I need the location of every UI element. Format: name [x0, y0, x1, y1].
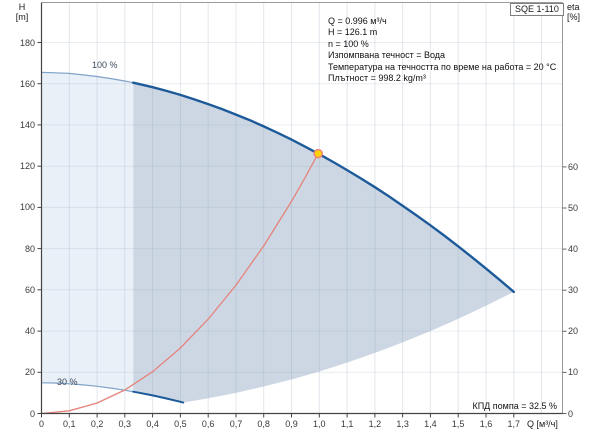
left-axis-tick-label: 0	[29, 408, 35, 419]
duty-info-flow: Q = 0.996 м³/ч	[328, 16, 387, 26]
x-tick-label: 0,3	[118, 419, 132, 429]
x-tick-label: 1,6	[479, 419, 493, 429]
duty-info-head: H = 126.1 m	[328, 27, 378, 38]
left-axis-tick-label: 100	[19, 202, 35, 213]
curve-label-100-percent: 100 %	[92, 60, 118, 70]
pump-curve-30-main-segment	[132, 390, 185, 404]
x-tick-label: 0,8	[257, 419, 270, 429]
left-axis-tick-label: 80	[24, 243, 35, 254]
x-tick-label: 0,4	[146, 419, 159, 429]
x-tick-label: 1,5	[451, 419, 465, 429]
duty-envelope-dark-region	[133, 82, 514, 403]
pump-curve-100-thin-segment	[41, 71, 134, 84]
right-axis-tick-label: 20	[568, 326, 579, 337]
x-tick-label: 0,9	[285, 419, 298, 429]
x-tick-label: 1,0	[313, 419, 326, 429]
x-tick-label: 1,2	[368, 419, 382, 429]
left-axis-tick-label: 40	[24, 326, 35, 337]
x-tick-label: 0,7	[229, 419, 243, 429]
left-axis-tick-label: 140	[19, 119, 35, 130]
x-axis-title: Q [м³/ч]	[527, 419, 558, 429]
system-curve	[41, 153, 319, 415]
curve-label-30-percent: 30 %	[57, 377, 78, 387]
duty-info-speed: n = 100 %	[328, 38, 369, 49]
left-axis-title-symbol: H	[18, 2, 26, 12]
left-axis-tick-label: 120	[19, 161, 35, 172]
pump-efficiency-label: КПД помпа = 32.5 %	[472, 401, 557, 411]
x-tick-label: 1,7	[507, 419, 521, 429]
x-tick-label: 0,6	[201, 419, 215, 429]
x-tick-label: 1,4	[424, 419, 437, 429]
x-tick-label: 1,1	[340, 419, 354, 429]
duty-point-info: Q = 0.996 м³/ч H = 126.1 m n = 100 % Изп…	[328, 16, 556, 84]
x-tick-label: 1,3	[396, 419, 409, 429]
right-axis-tick-label: 10	[568, 367, 579, 378]
duty-info-liquid: Изпомпвана течност = Вода	[328, 50, 446, 61]
x-tick-label: 0,5	[174, 419, 187, 429]
pump-curve-30-thin-segment	[41, 382, 134, 393]
left-axis-tick-label: 20	[24, 367, 35, 378]
right-axis-tick-label: 30	[568, 285, 579, 296]
x-tick-label: 0,2	[90, 419, 104, 429]
pump-model-badge: SQE 1-110	[510, 3, 564, 16]
left-axis-tick-label: 60	[24, 284, 35, 295]
operating-point-marker[interactable]	[313, 148, 323, 159]
right-axis-title-unit: [%]	[567, 12, 581, 22]
right-axis-tick-label: 40	[568, 244, 579, 255]
duty-envelope-light-region	[41, 72, 134, 392]
duty-info-temperature: Температура на течността по време на раб…	[328, 61, 557, 72]
right-axis-title-symbol: eta	[567, 2, 580, 12]
left-axis-tick-label: 160	[19, 78, 35, 89]
right-axis-tick-label: 50	[568, 203, 579, 213]
left-axis-title-unit: [m]	[15, 12, 29, 22]
x-tick-label: 0,1	[63, 419, 76, 429]
right-axis-tick-label: 0	[568, 408, 574, 419]
right-axis-tick-label: 60	[568, 161, 579, 172]
left-axis-title: H [m]	[11, 2, 33, 22]
right-axis-title: eta [%]	[567, 2, 589, 22]
left-axis-tick-label: 180	[19, 37, 35, 48]
x-tick-label: 0	[38, 419, 44, 429]
duty-info-density: Плътност = 998.2 kg/m³	[328, 73, 426, 84]
